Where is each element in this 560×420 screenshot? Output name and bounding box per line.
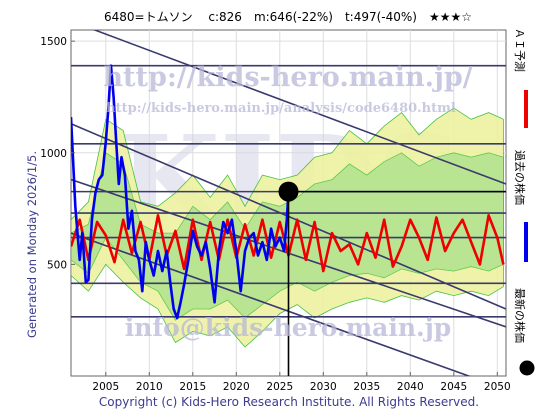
legend-past-label: 過去の株価 bbox=[513, 150, 527, 205]
x-tick-label: 2040 bbox=[397, 381, 424, 393]
y-tick-label: 500 bbox=[47, 259, 67, 271]
generated-label: Generated on Monday 2026/1/5. bbox=[25, 151, 39, 338]
copyright-footer: Copyright (c) Kids-Hero Research Institu… bbox=[99, 395, 479, 409]
y-tick-label: 1000 bbox=[40, 148, 67, 160]
legend-latest-label: 最新の株価 bbox=[513, 288, 527, 343]
x-tick-label: 2030 bbox=[310, 381, 337, 393]
past-price-line bbox=[71, 64, 290, 320]
watermark-url: http://kids-hero.main.jp/ bbox=[103, 62, 472, 93]
y-axis: 500 1000 1500 bbox=[40, 36, 75, 271]
x-tick-label: 2025 bbox=[266, 381, 293, 393]
trend-line bbox=[92, 30, 506, 185]
latest-price-marker bbox=[278, 181, 299, 202]
legend-ai-label: ＡＩ予測 bbox=[513, 28, 527, 72]
x-tick-label: 2045 bbox=[440, 381, 467, 393]
x-axis: 2005 2010 2015 2020 2025 2030 2035 2040 2045 2050 bbox=[92, 372, 511, 393]
legend: ＡＩ予測 過去の株価 最新の株価 bbox=[513, 28, 535, 376]
x-tick-label: 2005 bbox=[92, 381, 119, 393]
x-tick-label: 2035 bbox=[353, 381, 380, 393]
watermark-analysis: http://kids-hero.main.jp/analysis/code64… bbox=[106, 101, 456, 116]
y-tick-label: 1500 bbox=[40, 36, 67, 48]
x-tick-label: 2010 bbox=[136, 381, 163, 393]
chart-title: 6480=トムソン c:826 m:646(-22%) t:497(-40%) … bbox=[104, 10, 472, 24]
x-tick-label: 2020 bbox=[223, 381, 250, 393]
latest-marker-layer bbox=[278, 181, 506, 376]
watermark-email: info@kids-hero.main.jp bbox=[125, 313, 452, 342]
legend-latest-swatch bbox=[519, 360, 535, 376]
x-tick-label: 2050 bbox=[484, 381, 511, 393]
x-tick-label: 2015 bbox=[179, 381, 206, 393]
